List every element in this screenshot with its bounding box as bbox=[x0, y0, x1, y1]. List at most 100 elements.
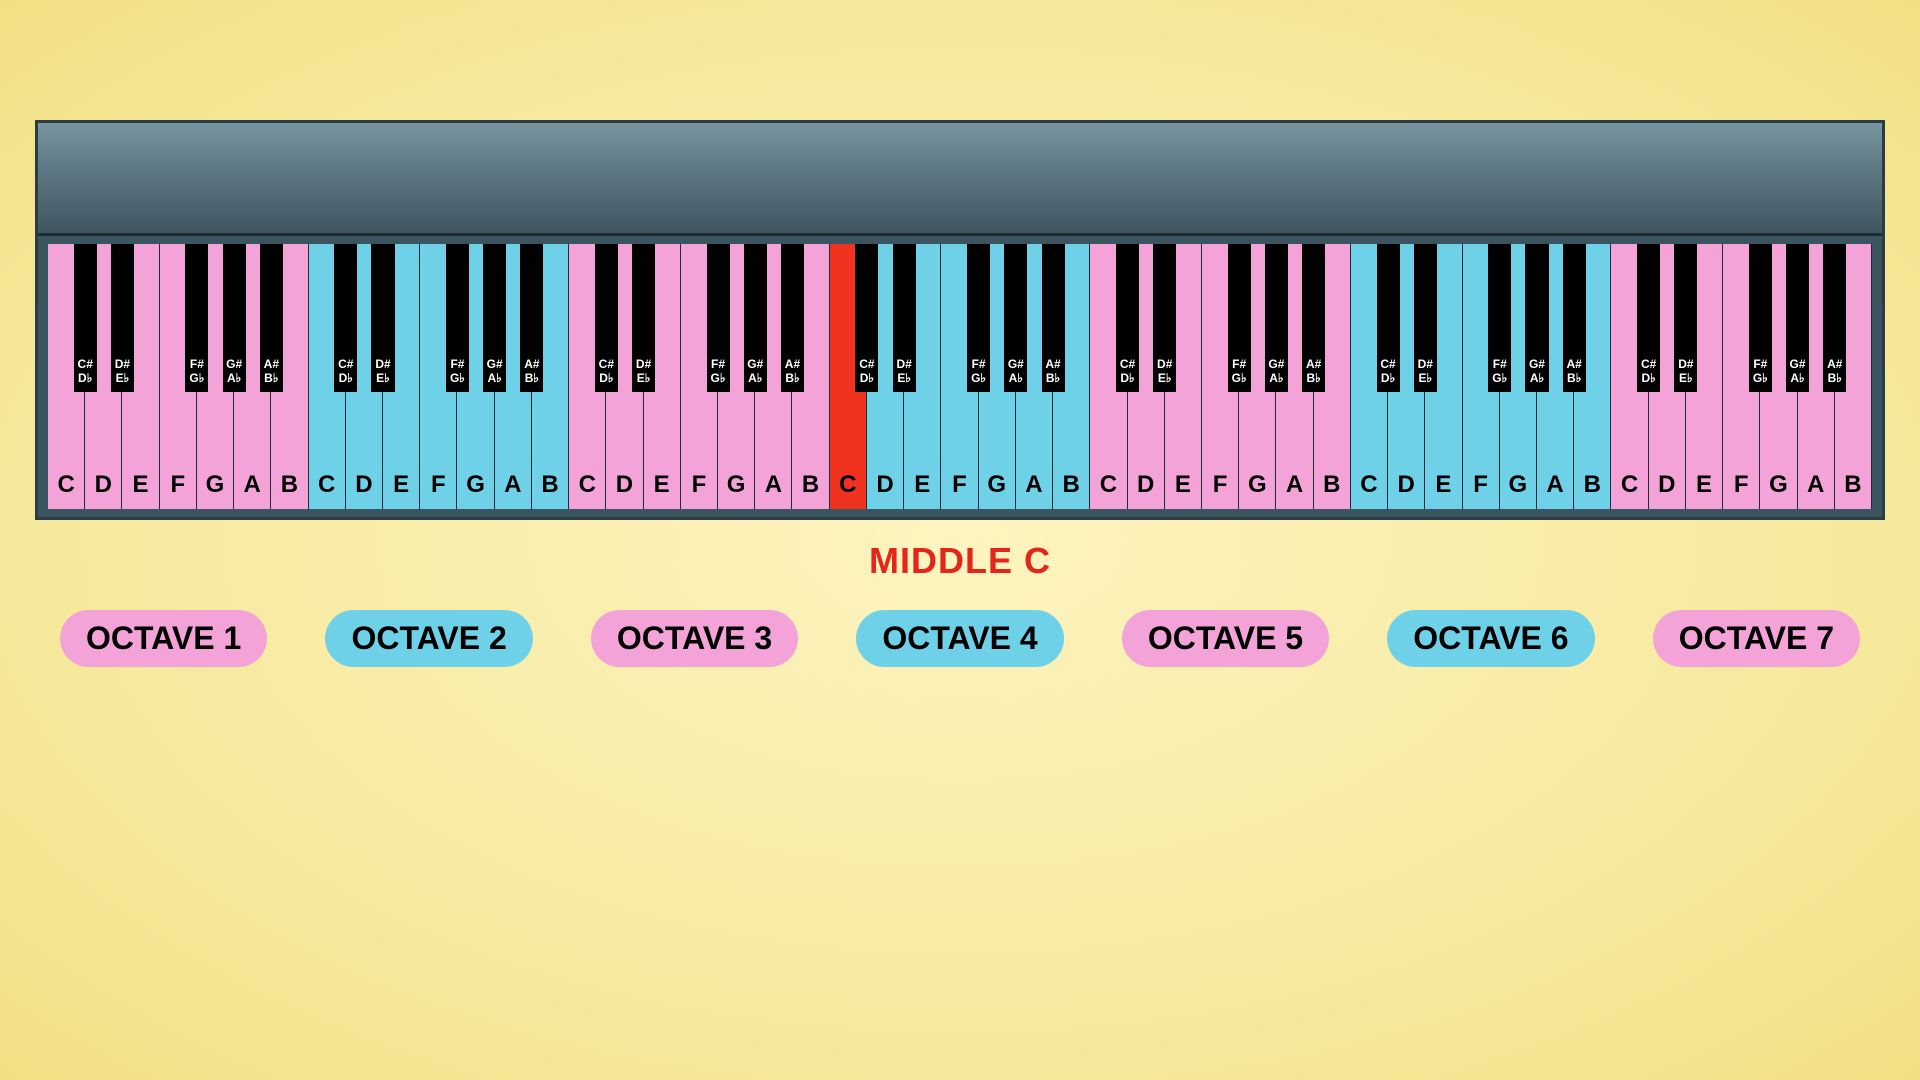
black-key-label: F#G♭ bbox=[186, 357, 207, 386]
white-key-label: E bbox=[1686, 471, 1722, 499]
black-key-Fsharp-oct1: F#G♭ bbox=[185, 244, 208, 392]
white-key-label: C bbox=[1611, 471, 1647, 499]
black-key-Csharp-oct5: C#D♭ bbox=[1116, 244, 1139, 392]
middle-c-text: MIDDLE C bbox=[869, 540, 1051, 581]
black-key-Gsharp-oct3: G#A♭ bbox=[744, 244, 767, 392]
black-key-Gsharp-oct6: G#A♭ bbox=[1525, 244, 1548, 392]
white-key-label: F bbox=[160, 471, 196, 499]
white-key-label: D bbox=[867, 471, 903, 499]
black-key-Gsharp-oct5: G#A♭ bbox=[1265, 244, 1288, 392]
black-key-label: G#A♭ bbox=[1787, 357, 1808, 386]
octave-pill-6: OCTAVE 6 bbox=[1387, 610, 1594, 667]
black-key-Csharp-oct7: C#D♭ bbox=[1637, 244, 1660, 392]
black-key-label: F#G♭ bbox=[708, 357, 729, 386]
black-key-label: A#B♭ bbox=[521, 357, 542, 386]
octave-pill-2: OCTAVE 2 bbox=[325, 610, 532, 667]
black-key-Gsharp-oct4: G#A♭ bbox=[1004, 244, 1027, 392]
white-key-label: C bbox=[1351, 471, 1387, 499]
black-key-Fsharp-oct4: F#G♭ bbox=[967, 244, 990, 392]
white-key-label: E bbox=[904, 471, 940, 499]
black-key-label: D#E♭ bbox=[633, 357, 654, 386]
black-key-label: C#D♭ bbox=[1117, 357, 1138, 386]
black-key-Dsharp-oct7: D#E♭ bbox=[1674, 244, 1697, 392]
white-key-label: F bbox=[1202, 471, 1238, 499]
white-key-label: D bbox=[1388, 471, 1424, 499]
white-key-label: D bbox=[346, 471, 382, 499]
black-key-label: D#E♭ bbox=[112, 357, 133, 386]
octave-pill-1: OCTAVE 1 bbox=[60, 610, 267, 667]
white-key-label: A bbox=[234, 471, 270, 499]
white-key-label: E bbox=[122, 471, 158, 499]
white-key-label: G bbox=[197, 471, 233, 499]
middle-c-label: MIDDLE C bbox=[0, 540, 1920, 582]
octave-pill-5: OCTAVE 5 bbox=[1122, 610, 1329, 667]
black-key-Csharp-oct1: C#D♭ bbox=[74, 244, 97, 392]
white-key-label: G bbox=[1760, 471, 1796, 499]
black-key-label: F#G♭ bbox=[1489, 357, 1510, 386]
white-key-label: E bbox=[644, 471, 680, 499]
black-key-label: A#B♭ bbox=[1564, 357, 1585, 386]
white-key-label: B bbox=[271, 471, 307, 499]
white-key-label: D bbox=[606, 471, 642, 499]
black-key-label: G#A♭ bbox=[1266, 357, 1287, 386]
black-key-label: G#A♭ bbox=[745, 357, 766, 386]
black-key-label: F#G♭ bbox=[1750, 357, 1771, 386]
black-key-label: A#B♭ bbox=[261, 357, 282, 386]
black-key-label: C#D♭ bbox=[335, 357, 356, 386]
black-key-label: F#G♭ bbox=[968, 357, 989, 386]
white-key-label: A bbox=[1016, 471, 1052, 499]
white-key-label: B bbox=[1053, 471, 1089, 499]
black-key-label: G#A♭ bbox=[484, 357, 505, 386]
white-key-label: F bbox=[681, 471, 717, 499]
white-key-label: F bbox=[420, 471, 456, 499]
black-key-Dsharp-oct6: D#E♭ bbox=[1414, 244, 1437, 392]
black-key-Dsharp-oct3: D#E♭ bbox=[632, 244, 655, 392]
black-key-Asharp-oct6: A#B♭ bbox=[1563, 244, 1586, 392]
black-key-Dsharp-oct4: D#E♭ bbox=[893, 244, 916, 392]
black-key-Asharp-oct3: A#B♭ bbox=[781, 244, 804, 392]
black-key-Csharp-oct2: C#D♭ bbox=[334, 244, 357, 392]
black-key-label: D#E♭ bbox=[894, 357, 915, 386]
black-key-label: F#G♭ bbox=[1229, 357, 1250, 386]
white-key-label: C bbox=[48, 471, 84, 499]
piano-frame: CDEFGABCDEFGABCDEFGABCDEFGABCDEFGABCDEFG… bbox=[35, 120, 1885, 520]
white-key-label: F bbox=[941, 471, 977, 499]
black-key-Asharp-oct1: A#B♭ bbox=[260, 244, 283, 392]
black-key-label: G#A♭ bbox=[224, 357, 245, 386]
black-key-Dsharp-oct1: D#E♭ bbox=[111, 244, 134, 392]
black-key-Gsharp-oct1: G#A♭ bbox=[223, 244, 246, 392]
white-key-label: G bbox=[457, 471, 493, 499]
black-key-Fsharp-oct6: F#G♭ bbox=[1488, 244, 1511, 392]
white-key-label: G bbox=[1500, 471, 1536, 499]
black-key-Fsharp-oct2: F#G♭ bbox=[446, 244, 469, 392]
white-key-label: A bbox=[755, 471, 791, 499]
white-key-label: G bbox=[979, 471, 1015, 499]
white-key-label: E bbox=[1425, 471, 1461, 499]
black-key-label: A#B♭ bbox=[782, 357, 803, 386]
black-key-label: D#E♭ bbox=[1154, 357, 1175, 386]
black-key-label: F#G♭ bbox=[447, 357, 468, 386]
white-key-label: A bbox=[1276, 471, 1312, 499]
white-key-label: G bbox=[1239, 471, 1275, 499]
white-key-label: B bbox=[532, 471, 568, 499]
white-key-label: F bbox=[1463, 471, 1499, 499]
white-key-label: C bbox=[309, 471, 345, 499]
black-key-label: C#D♭ bbox=[75, 357, 96, 386]
white-key-label: D bbox=[1649, 471, 1685, 499]
white-key-label: E bbox=[383, 471, 419, 499]
piano-top-panel bbox=[38, 123, 1882, 236]
octave-pill-7: OCTAVE 7 bbox=[1653, 610, 1860, 667]
black-key-Asharp-oct4: A#B♭ bbox=[1042, 244, 1065, 392]
black-key-Gsharp-oct7: G#A♭ bbox=[1786, 244, 1809, 392]
black-key-Csharp-oct6: C#D♭ bbox=[1377, 244, 1400, 392]
white-key-label: G bbox=[718, 471, 754, 499]
black-key-label: C#D♭ bbox=[856, 357, 877, 386]
black-key-label: D#E♭ bbox=[1415, 357, 1436, 386]
black-key-label: C#D♭ bbox=[1638, 357, 1659, 386]
white-key-label: B bbox=[1835, 471, 1871, 499]
black-key-Csharp-oct4: C#D♭ bbox=[855, 244, 878, 392]
white-key-label: C bbox=[569, 471, 605, 499]
black-key-Fsharp-oct7: F#G♭ bbox=[1749, 244, 1772, 392]
black-key-label: A#B♭ bbox=[1824, 357, 1845, 386]
white-key-label: E bbox=[1165, 471, 1201, 499]
